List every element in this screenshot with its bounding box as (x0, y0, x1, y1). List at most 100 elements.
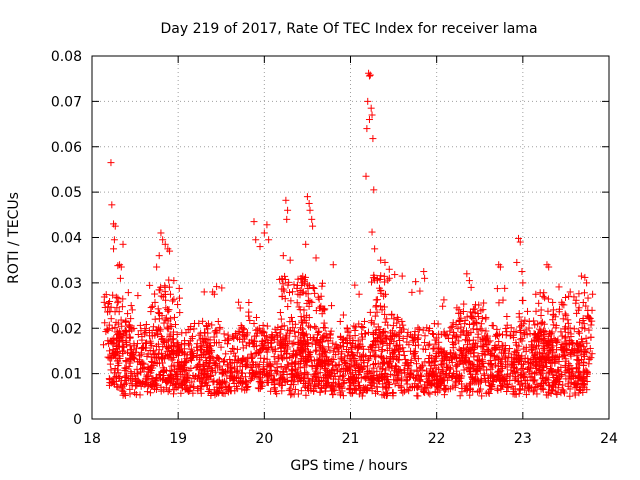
data-point (160, 319, 168, 327)
data-point (559, 381, 567, 389)
data-point (398, 317, 406, 325)
data-point (546, 382, 554, 390)
data-point (211, 391, 219, 399)
data-point (282, 331, 290, 339)
data-point (434, 320, 442, 328)
y-tick-label: 0.04 (51, 231, 82, 247)
data-point (369, 135, 377, 143)
data-point (309, 222, 317, 230)
data-point (276, 309, 284, 317)
data-point (516, 329, 524, 337)
data-point (385, 384, 393, 392)
data-point (221, 383, 229, 391)
data-point (171, 313, 179, 321)
data-point (308, 215, 316, 223)
data-point (138, 379, 146, 387)
data-point (561, 361, 569, 369)
data-point (473, 326, 481, 334)
data-point (245, 299, 253, 307)
data-point (422, 345, 430, 353)
data-point (583, 279, 591, 287)
data-point (387, 370, 395, 378)
data-point (355, 390, 363, 398)
data-point (417, 373, 425, 381)
data-point (157, 229, 165, 237)
y-axis-label: ROTI / TECUs (6, 192, 22, 284)
data-point (416, 287, 424, 295)
data-point (583, 339, 591, 347)
data-point (444, 335, 452, 343)
data-point (372, 303, 380, 311)
data-point (165, 306, 173, 314)
data-point (352, 323, 360, 331)
data-point (584, 294, 592, 302)
data-point (169, 297, 177, 305)
data-point (368, 228, 376, 236)
data-point (317, 384, 325, 392)
data-point (584, 313, 592, 321)
data-point (465, 357, 473, 365)
data-point (322, 349, 330, 357)
data-point (106, 347, 114, 355)
data-point (328, 302, 336, 310)
data-point (329, 261, 337, 269)
data-point (221, 390, 229, 398)
data-point (217, 343, 225, 351)
data-point (165, 276, 173, 284)
data-point (351, 326, 359, 334)
data-point (316, 388, 324, 396)
data-point (371, 312, 379, 320)
data-point (346, 370, 354, 378)
data-point (439, 366, 447, 374)
data-point (437, 360, 445, 368)
data-point (507, 353, 515, 361)
data-point (448, 322, 456, 330)
data-point (359, 324, 367, 332)
data-point (412, 278, 420, 286)
data-point (420, 268, 428, 276)
data-point (124, 310, 132, 318)
data-point (193, 340, 201, 348)
data-point (287, 313, 295, 321)
data-point (232, 329, 240, 337)
data-point (355, 371, 363, 379)
data-point (465, 277, 473, 285)
data-point (519, 365, 527, 373)
data-point (532, 290, 540, 298)
data-point (212, 327, 220, 335)
data-point (460, 300, 468, 308)
data-point (530, 376, 538, 384)
data-point (414, 324, 422, 332)
data-point (153, 263, 161, 271)
data-point (105, 375, 113, 383)
data-point (493, 285, 501, 293)
data-point (186, 325, 194, 333)
data-point (371, 245, 379, 253)
data-point (315, 327, 323, 335)
data-point (252, 342, 260, 350)
data-point (176, 309, 184, 317)
data-point (284, 206, 292, 214)
data-point (424, 341, 432, 349)
data-point (447, 324, 455, 332)
data-point (474, 388, 482, 396)
data-point (256, 243, 264, 251)
data-point (503, 380, 511, 388)
data-point (580, 289, 588, 297)
data-point (503, 388, 511, 396)
data-point (555, 283, 563, 291)
data-point (216, 325, 224, 333)
data-point (514, 378, 522, 386)
data-point (529, 388, 537, 396)
data-point (364, 97, 372, 105)
data-point (251, 349, 259, 357)
data-point (441, 385, 449, 393)
data-point (587, 354, 595, 362)
data-point (312, 347, 320, 355)
data-point (517, 372, 525, 380)
data-point (230, 363, 238, 371)
data-point (208, 367, 216, 375)
data-point (515, 313, 523, 321)
data-point (291, 385, 299, 393)
data-point (260, 229, 268, 237)
